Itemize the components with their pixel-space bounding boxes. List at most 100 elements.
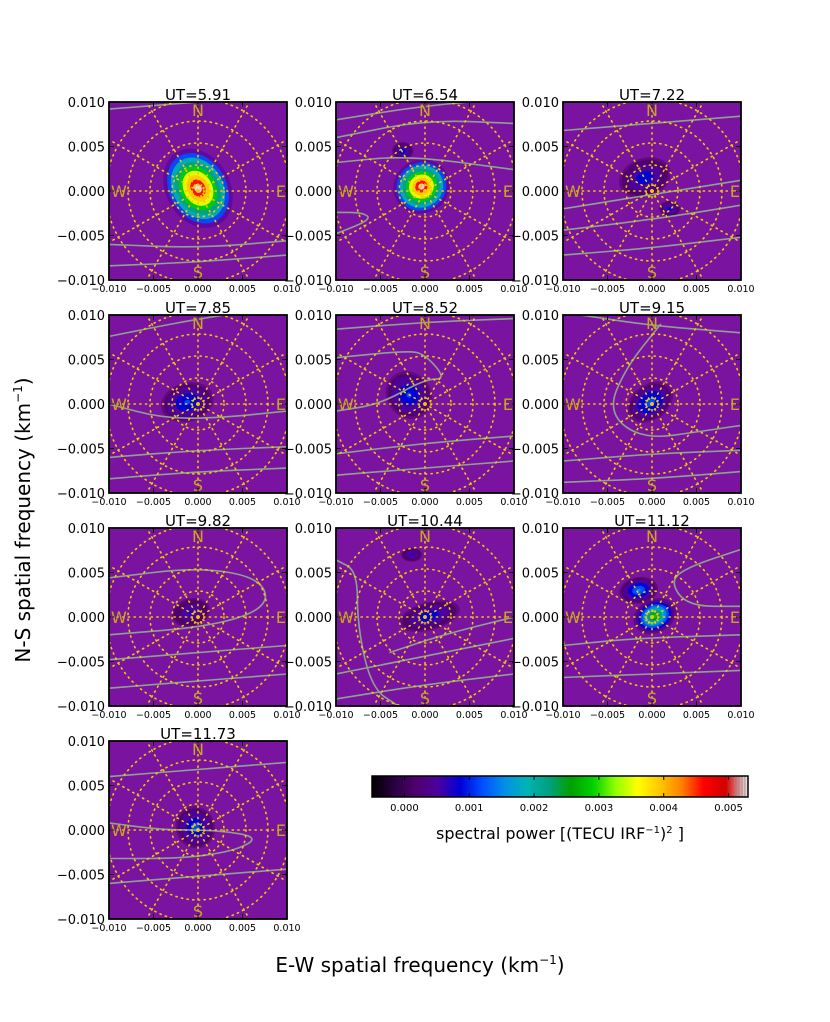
panel-6: N S W E −0.010 0.010 −0.005 0.005 0.000 0.000 0.00… xyxy=(511,299,755,508)
compass-west: W xyxy=(111,608,127,627)
y-tick-label: 0.000 xyxy=(68,824,105,839)
contour-line-2 xyxy=(336,351,442,412)
x-tick-label: −0.010 xyxy=(91,497,126,508)
x-tick-label: −0.010 xyxy=(318,284,353,295)
contour-line-2 xyxy=(109,403,287,420)
y-tick-label: 0.000 xyxy=(68,398,105,413)
y-tick-label: 0.000 xyxy=(522,398,559,413)
contour-line-2 xyxy=(109,240,287,248)
elevation-ring-2 xyxy=(625,164,679,218)
contour-line-2 xyxy=(563,179,741,210)
x-tick-label: 0.000 xyxy=(411,497,438,508)
y-tick-label: 0.010 xyxy=(522,96,559,111)
x-tick-label: −0.005 xyxy=(363,284,398,295)
compass-west: W xyxy=(338,395,354,414)
compass-south: S xyxy=(193,902,203,921)
panel-title: UT=7.85 xyxy=(165,299,231,317)
contour-line-2 xyxy=(563,669,741,679)
y-tick-label: 0.005 xyxy=(295,141,332,156)
contour-line-4 xyxy=(336,460,514,476)
elevation-ring-3 xyxy=(603,355,701,453)
contour-line-3 xyxy=(109,673,287,689)
compass-east: E xyxy=(503,608,513,627)
compass-east: E xyxy=(503,395,513,414)
y-tick-label: −0.010 xyxy=(284,700,332,715)
elevation-ring-2 xyxy=(398,377,452,431)
compass-north: N xyxy=(192,740,204,759)
contour-line-1 xyxy=(336,317,514,330)
y-tick-label: 0.010 xyxy=(522,309,559,324)
y-tick-label: 0.005 xyxy=(68,567,105,582)
x-tick-label: 0.000 xyxy=(184,497,211,508)
compass-north: N xyxy=(419,527,431,546)
elevation-ring-3 xyxy=(149,568,247,666)
panel-plot-area xyxy=(563,102,741,280)
y-tick-label: 0.010 xyxy=(295,309,332,324)
contour-line-3 xyxy=(336,435,514,455)
panel-9: N S W E −0.010 0.010 −0.005 0.005 0.000 0.000 0.00… xyxy=(511,512,755,721)
y-tick-label: 0.005 xyxy=(295,567,332,582)
x-tick-label: −0.005 xyxy=(136,497,171,508)
panel-8: N S W E −0.010 0.010 −0.005 0.005 0.000 0.000 0.00… xyxy=(284,512,528,721)
compass-north: N xyxy=(419,314,431,333)
x-tick-label: −0.010 xyxy=(545,284,580,295)
x-tick-label: 0.005 xyxy=(456,497,483,508)
x-tick-label: 0.010 xyxy=(273,497,300,508)
panel-7: N S W E −0.010 0.010 −0.005 0.005 0.000 0.000 0.00… xyxy=(57,512,301,721)
elevation-ring-3 xyxy=(376,142,474,240)
compass-east: E xyxy=(730,395,740,414)
y-tick-label: −0.010 xyxy=(57,700,105,715)
x-tick-label: −0.010 xyxy=(545,497,580,508)
y-tick-label: 0.010 xyxy=(295,522,332,537)
y-tick-label: −0.005 xyxy=(57,869,105,884)
compass-north: N xyxy=(192,314,204,333)
panel-plot-area xyxy=(563,528,741,706)
y-axis-label: N-S spatial frequency (km−1) xyxy=(11,377,35,662)
panel-5: N S W E −0.010 0.010 −0.005 0.005 0.000 0.000 0.00… xyxy=(284,299,528,508)
colorbar-tick-label: 0.005 xyxy=(714,803,743,814)
y-tick-label: 0.010 xyxy=(295,96,332,111)
y-tick-label: 0.005 xyxy=(522,354,559,369)
compass-west: W xyxy=(565,395,581,414)
y-tick-label: 0.005 xyxy=(68,780,105,795)
x-tick-label: −0.005 xyxy=(590,497,625,508)
y-tick-label: 0.000 xyxy=(522,611,559,626)
compass-east: E xyxy=(276,395,286,414)
panel-plot-area xyxy=(109,741,287,919)
compass-north: N xyxy=(192,527,204,546)
y-tick-label: 0.010 xyxy=(68,309,105,324)
y-tick-label: −0.010 xyxy=(511,487,559,502)
compass-north: N xyxy=(646,314,658,333)
elevation-ring-2 xyxy=(171,590,225,644)
compass-south: S xyxy=(647,263,657,282)
colorbar-label: spectral power [(TECU IRF−1)2 ] xyxy=(436,824,684,843)
panel-title: UT=10.44 xyxy=(387,512,463,530)
y-tick-label: 0.000 xyxy=(295,185,332,200)
contour-line-1 xyxy=(336,120,514,139)
x-tick-label: 0.000 xyxy=(184,284,211,295)
panel-plot-area xyxy=(336,102,514,280)
compass-west: W xyxy=(111,182,127,201)
panel-3: N S W E −0.010 0.010 −0.005 0.005 0.000 0.000 0.00… xyxy=(511,86,755,295)
x-tick-label: 0.005 xyxy=(229,284,256,295)
y-tick-label: −0.005 xyxy=(57,656,105,671)
x-tick-label: 0.010 xyxy=(273,284,300,295)
compass-west: W xyxy=(111,395,127,414)
compass-west: W xyxy=(338,608,354,627)
compass-north: N xyxy=(646,101,658,120)
y-tick-label: −0.005 xyxy=(284,443,332,458)
x-tick-label: 0.005 xyxy=(683,497,710,508)
y-tick-label: 0.005 xyxy=(68,141,105,156)
elevation-ring-2 xyxy=(398,590,452,644)
x-tick-label: 0.000 xyxy=(411,284,438,295)
elevation-ring-3 xyxy=(603,568,701,666)
contour-line-3 xyxy=(109,445,287,459)
panel-plot-area xyxy=(336,315,514,493)
x-tick-label: 0.005 xyxy=(456,710,483,721)
x-tick-label: 0.010 xyxy=(273,710,300,721)
elevation-ring-2 xyxy=(171,803,225,857)
contour-line-2 xyxy=(336,157,514,171)
y-tick-label: −0.005 xyxy=(511,656,559,671)
x-tick-label: 0.010 xyxy=(727,710,754,721)
contour-line-2 xyxy=(336,637,514,675)
